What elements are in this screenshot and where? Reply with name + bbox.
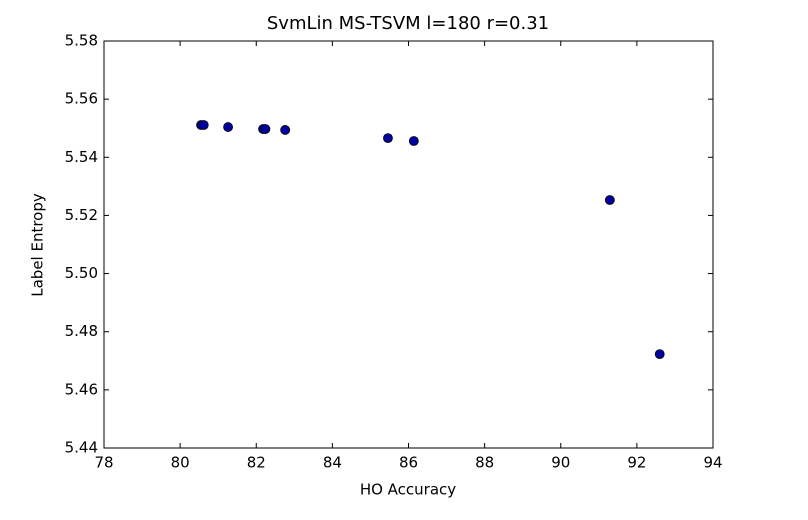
chart-title: SvmLin MS-TSVM l=180 r=0.31 bbox=[267, 13, 549, 34]
y-axis-label: Label Entropy bbox=[29, 193, 47, 297]
y-tick-label: 5.44 bbox=[65, 439, 98, 457]
point bbox=[260, 124, 271, 134]
x-tick-label: 84 bbox=[323, 454, 342, 472]
x-tick-label: 86 bbox=[399, 454, 418, 472]
point bbox=[223, 122, 233, 132]
x-tick-label: 92 bbox=[627, 454, 646, 472]
point bbox=[408, 136, 419, 146]
x-tick-label: 90 bbox=[551, 454, 570, 472]
y-tick-label: 5.50 bbox=[65, 264, 98, 282]
y-tick-label: 5.58 bbox=[65, 32, 98, 50]
x-tick-label: 94 bbox=[703, 454, 722, 472]
plot-frame bbox=[103, 40, 714, 449]
y-tick-label: 5.48 bbox=[65, 322, 98, 340]
x-tick-label: 78 bbox=[94, 454, 113, 472]
y-tick-label: 5.46 bbox=[65, 380, 98, 398]
x-tick-label: 82 bbox=[247, 454, 266, 472]
point bbox=[280, 125, 291, 135]
point bbox=[604, 195, 615, 205]
point bbox=[654, 349, 665, 359]
x-axis-label: HO Accuracy bbox=[360, 481, 456, 499]
x-tick-label: 80 bbox=[171, 454, 190, 472]
y-tick-label: 5.56 bbox=[65, 90, 98, 108]
y-tick-label: 5.54 bbox=[65, 148, 98, 166]
x-tick-label: 88 bbox=[475, 454, 494, 472]
y-tick-label: 5.52 bbox=[65, 206, 98, 224]
point bbox=[383, 133, 393, 143]
point bbox=[198, 120, 209, 130]
